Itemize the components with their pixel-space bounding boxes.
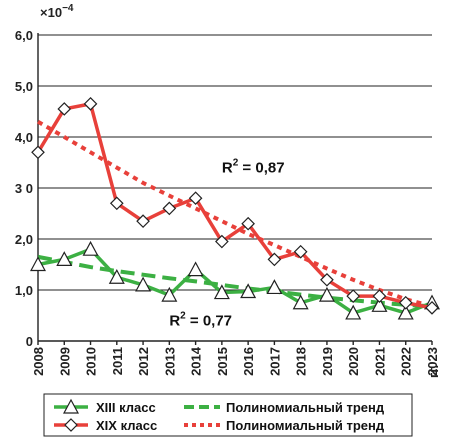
data-point-triangle	[187, 261, 204, 277]
y-tick-label: 6,0	[15, 28, 33, 43]
data-point-triangle	[292, 294, 309, 310]
data-point-diamond	[320, 272, 334, 287]
y-tick-label: 4,0	[15, 130, 33, 145]
legend-item-1: Полиномиальный тренд	[184, 400, 385, 415]
legend-item-3: Полиномиальный тренд	[184, 418, 385, 433]
annotations: R2 = 0,87 R2 = 0,77	[169, 158, 284, 330]
data-point-diamond	[57, 102, 72, 116]
series-полиномиальный-тренд-3	[36, 119, 433, 309]
data-point-diamond	[109, 196, 124, 211]
x-tick-label: 2009	[57, 347, 72, 376]
x-tick-label: 2022	[399, 347, 414, 376]
series-line	[37, 247, 433, 315]
data-point-diamond	[425, 301, 439, 315]
legend-label: Полиномиальный тренд	[226, 418, 385, 433]
x-tick-label: 2018	[294, 347, 309, 376]
axes	[37, 33, 433, 345]
x-tick-label: 2011	[110, 347, 125, 375]
y-tick-label: 2,0	[15, 232, 33, 247]
data-point-diamond	[241, 216, 255, 231]
data-point-diamond	[136, 214, 150, 228]
annotation-r2-xiii: R2 = 0,77	[169, 311, 232, 330]
data-point-diamond	[188, 191, 203, 206]
x-tick-label: 2015	[215, 347, 230, 376]
data-point-diamond	[162, 201, 177, 216]
data-point-diamond	[293, 244, 308, 259]
legend-item-2: XIX класс	[54, 418, 157, 433]
legend: XIII класс Полиномиальный тренд XIX класс П…	[43, 393, 413, 437]
data-point-triangle	[82, 240, 99, 256]
data-point-triangle	[56, 251, 73, 266]
x-tick-label: 2014	[189, 346, 204, 376]
data-point-diamond	[31, 145, 45, 160]
data-point-triangle	[213, 284, 230, 300]
data-point-triangle	[345, 304, 362, 320]
x-tick-label: 2021	[372, 347, 387, 376]
series-group	[29, 97, 441, 320]
data-point-diamond	[372, 289, 387, 303]
data-point-triangle	[266, 279, 283, 295]
y-tick-label: 0	[26, 334, 33, 349]
data-point-triangle	[135, 276, 152, 292]
legend-label: XIX класс	[96, 418, 157, 433]
legend-label: XIII класс	[96, 400, 156, 415]
data-point-triangle	[371, 297, 388, 312]
trend-line	[37, 254, 433, 309]
data-point-diamond	[267, 252, 282, 267]
y-axis-multiplier: ×10−4	[40, 3, 74, 20]
series-xix-класс-2	[31, 97, 439, 315]
x-tick-label: 2019	[320, 347, 335, 376]
x-tick-label: 2012	[136, 347, 151, 376]
x-tick-label: 2017	[267, 347, 282, 376]
data-point-triangle	[318, 286, 335, 302]
legend-marker-diamond	[64, 418, 78, 432]
legend-item-0: XIII класс	[54, 398, 156, 415]
data-point-triangle	[29, 256, 47, 272]
annotation-r2-xix: R2 = 0,87	[222, 158, 285, 177]
data-point-triangle	[397, 304, 414, 320]
data-point-triangle	[108, 268, 125, 284]
trend-line	[36, 119, 433, 309]
y-tick-label: 1,0	[15, 283, 33, 298]
x-tick-labels: 2008 2009 2010 2011 2012 2013 2014 2015 2016 2017…	[31, 346, 440, 376]
legend-box	[43, 393, 413, 437]
data-point-diamond	[346, 289, 361, 303]
data-point-triangle	[161, 286, 178, 302]
x-tick-label: 2008	[31, 347, 46, 376]
y-tick-labels: 0 1,0 2,0 3 0 4,0 5,0 6,0	[15, 28, 33, 349]
data-point-diamond	[398, 295, 413, 310]
data-point-triangle	[240, 283, 257, 299]
x-tick-label: 2016	[241, 347, 256, 376]
x-tick-label: 2023	[425, 347, 440, 376]
x-tick-label: 2013	[162, 347, 177, 376]
legend-marker-triangle	[62, 398, 80, 414]
series-line	[36, 102, 433, 310]
series-полиномиальный-тренд-1	[37, 254, 433, 309]
data-point-diamond	[83, 97, 98, 111]
legend-label: Полиномиальный тренд	[226, 400, 385, 415]
y-tick-label: 5,0	[15, 79, 33, 94]
data-point-diamond	[215, 234, 229, 249]
x-tick-label: 2020	[346, 347, 361, 376]
x-tick-label: 2010	[84, 347, 99, 376]
series-xiii-класс-0	[29, 240, 441, 320]
y-tick-label: 3 0	[15, 181, 33, 196]
x-axis-unit: гг.	[426, 365, 441, 378]
gridlines	[38, 34, 432, 291]
